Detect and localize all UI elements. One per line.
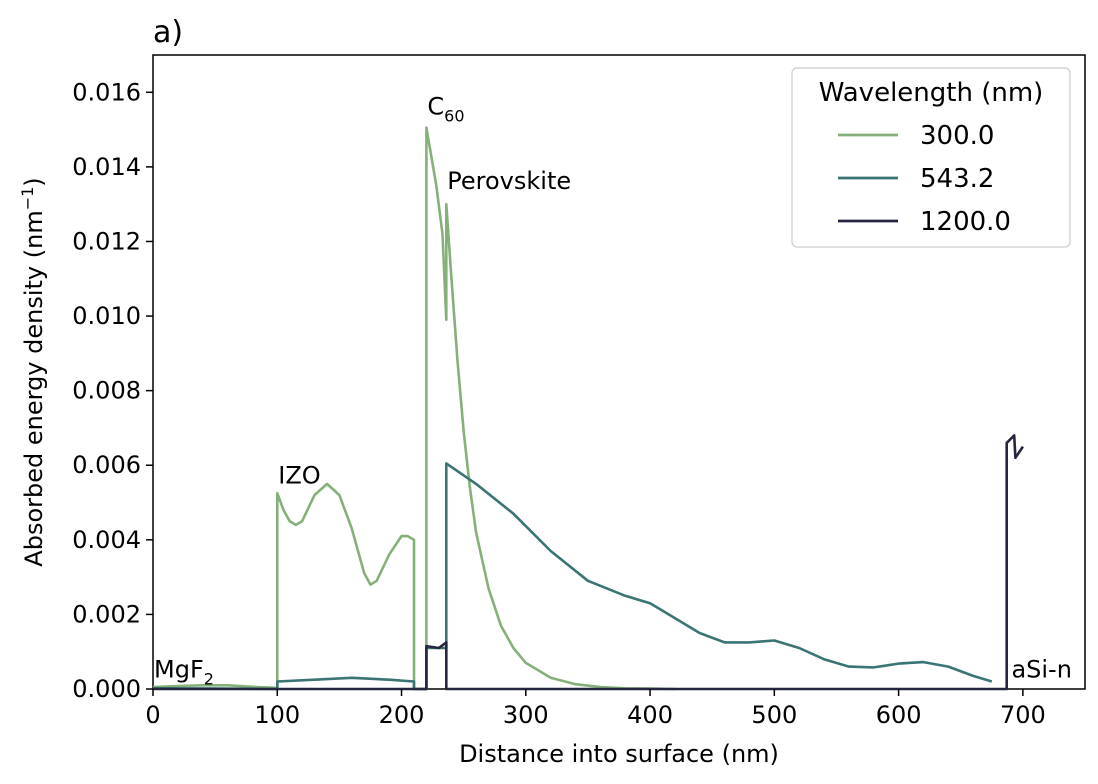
y-tick-label: 0.012 — [72, 227, 141, 255]
x-tick-label: 700 — [1000, 701, 1046, 729]
y-axis-label-main: Absorbed energy density (nm — [20, 210, 48, 566]
legend-entry: 543.2 — [920, 164, 994, 194]
annotation-label: Perovskite — [447, 167, 571, 195]
x-tick-label: 600 — [876, 701, 922, 729]
x-tick-label: 500 — [751, 701, 797, 729]
annotation-label: MgF2 — [154, 656, 214, 689]
annotation-label: aSi-n — [1011, 656, 1071, 684]
legend-entry: 300.0 — [920, 121, 994, 151]
panel-label: a) — [153, 15, 183, 50]
legend-box — [791, 67, 1071, 248]
y-tick-label: 0.004 — [72, 526, 141, 554]
series-line-300-0 — [152, 126, 675, 691]
y-tick-label: 0.008 — [72, 377, 141, 405]
y-tick-label: 0.000 — [72, 675, 141, 703]
series-line-543-2 — [152, 462, 993, 691]
y-tick-label: 0.002 — [72, 600, 141, 628]
x-tick-label: 400 — [627, 701, 673, 729]
x-tick-label: 100 — [254, 701, 300, 729]
annotation-label: C60 — [427, 92, 464, 125]
legend: Wavelength (nm) 300.0 543.2 1200.0 — [791, 67, 1071, 248]
x-tick-label: 0 — [145, 701, 160, 729]
x-tick-label: 300 — [503, 701, 549, 729]
y-tick-label: 0.010 — [72, 302, 141, 330]
y-tick-label: 0.014 — [72, 153, 141, 181]
y-axis-label: Absorbed energy density (nm−1) — [18, 177, 48, 566]
y-axis-label-sup: −1 — [18, 187, 37, 211]
y-tick-label: 0.016 — [72, 78, 141, 106]
legend-title: Wavelength (nm) — [819, 78, 1044, 108]
y-tick-label: 0.006 — [72, 451, 141, 479]
layer-annotations: MgF2 IZO C60 Perovskite aSi-n — [154, 92, 1072, 688]
annotation-label: IZO — [278, 462, 320, 490]
x-tick-label: 200 — [379, 701, 425, 729]
y-axis-label-close: ) — [20, 177, 48, 186]
x-axis-label: Distance into surface (nm) — [459, 740, 779, 768]
y-axis-ticks: 0.000 0.002 0.004 0.006 0.008 0.010 0.012 0.014… — [72, 78, 153, 703]
x-axis-ticks: 0 100 200 300 400 500 600 700 — [145, 689, 1046, 729]
legend-items: 300.0 543.2 1200.0 — [838, 121, 1011, 237]
legend-entry: 1200.0 — [920, 207, 1011, 237]
